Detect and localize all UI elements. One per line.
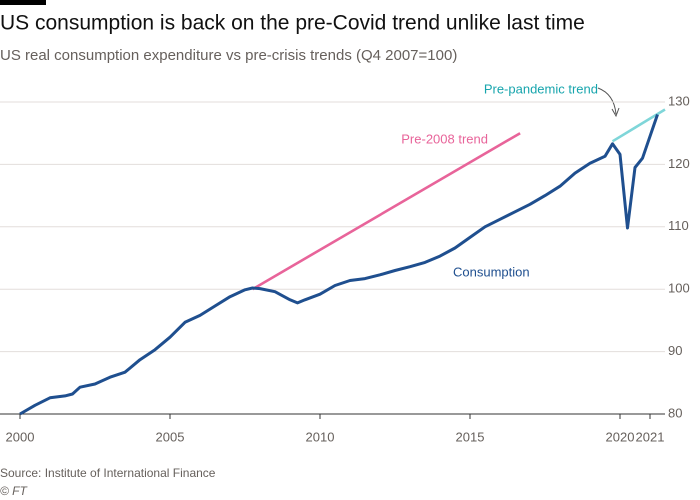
line-series — [251, 132, 521, 291]
arrow-head — [611, 107, 620, 118]
source: Source: Institute of International Finan… — [0, 466, 216, 480]
chart-title: US consumption is back on the pre-Covid … — [0, 12, 585, 35]
y-tick-label: 130 — [668, 93, 690, 108]
series-label: Consumption — [453, 264, 530, 279]
series-label: Pre-2008 trend — [401, 131, 488, 146]
brand-bar — [0, 0, 46, 5]
x-tick-label: 2020 — [606, 429, 635, 444]
y-tick-label: 110 — [668, 218, 689, 233]
line-series — [19, 114, 659, 416]
x-tick-label: 2015 — [456, 429, 485, 444]
y-tick-label: 120 — [668, 156, 690, 171]
x-tick-label: 2000 — [6, 429, 35, 444]
y-tick-label: 80 — [668, 405, 682, 420]
x-tick-label: 2005 — [156, 429, 185, 444]
x-tick-label: 2010 — [306, 429, 335, 444]
credit: © FT — [0, 484, 29, 498]
y-tick-label: 100 — [668, 281, 690, 296]
y-tick-label: 90 — [668, 343, 682, 358]
line-series — [611, 108, 666, 143]
series-label: Pre-pandemic trend — [484, 81, 598, 96]
chart-subtitle: US real consumption expenditure vs pre-c… — [0, 47, 457, 64]
x-tick-label: 2021 — [636, 429, 665, 444]
arrow — [597, 87, 617, 115]
